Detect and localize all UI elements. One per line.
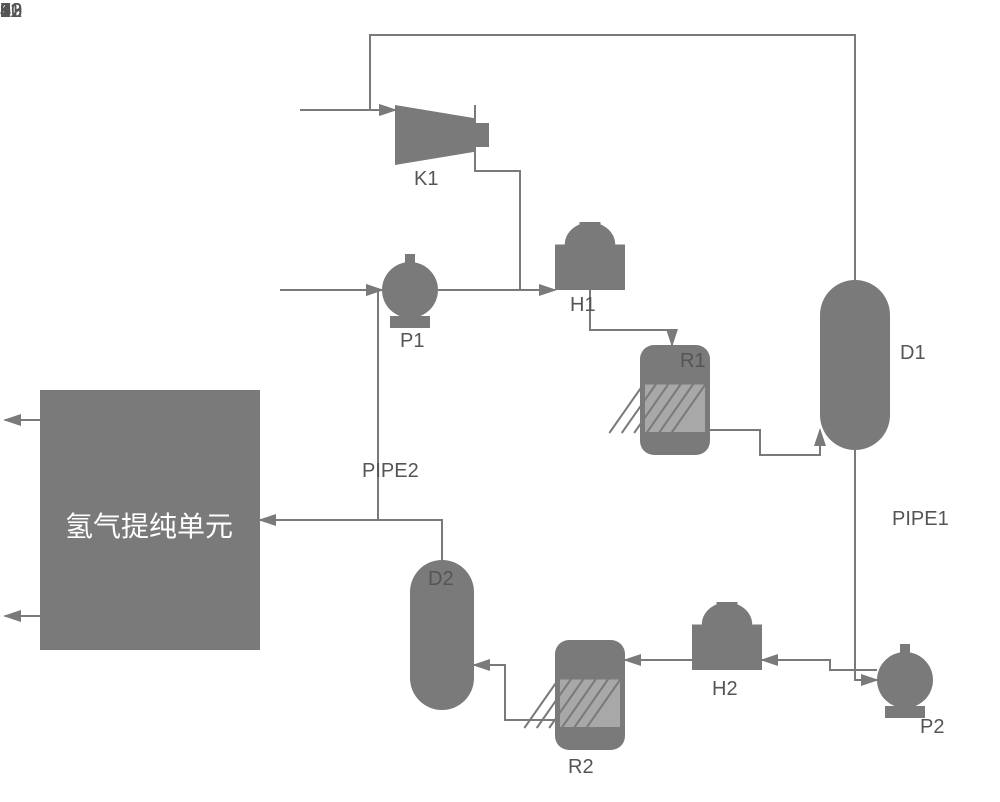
stream-8 bbox=[762, 660, 877, 670]
label-H1: H1 bbox=[570, 294, 596, 317]
label-H2: H2 bbox=[712, 678, 738, 701]
stream-13: 13 bbox=[0, 0, 22, 23]
stream-11 bbox=[260, 520, 442, 560]
stream-5 bbox=[710, 430, 820, 455]
label-P2: P2 bbox=[920, 716, 944, 739]
label-R2: R2 bbox=[568, 756, 594, 779]
stream-4 bbox=[590, 290, 672, 345]
label-D2: D2 bbox=[428, 568, 454, 591]
process-flow-diagram bbox=[0, 0, 1000, 802]
label-D1: D1 bbox=[900, 342, 926, 365]
label-K1: K1 bbox=[414, 168, 438, 191]
stream-7 bbox=[855, 450, 877, 680]
stream-10 bbox=[474, 665, 555, 720]
stream-PIPE2up bbox=[378, 290, 382, 520]
label-P1: P1 bbox=[400, 330, 424, 353]
hydrogen-purification-unit-label: 氢气提纯单元 bbox=[65, 505, 233, 545]
label-PIPE2: PIPE2 bbox=[362, 460, 419, 483]
stream-3 bbox=[438, 236, 520, 290]
label-PIPE1: PIPE1 bbox=[892, 508, 949, 531]
label-R1: R1 bbox=[680, 350, 706, 373]
